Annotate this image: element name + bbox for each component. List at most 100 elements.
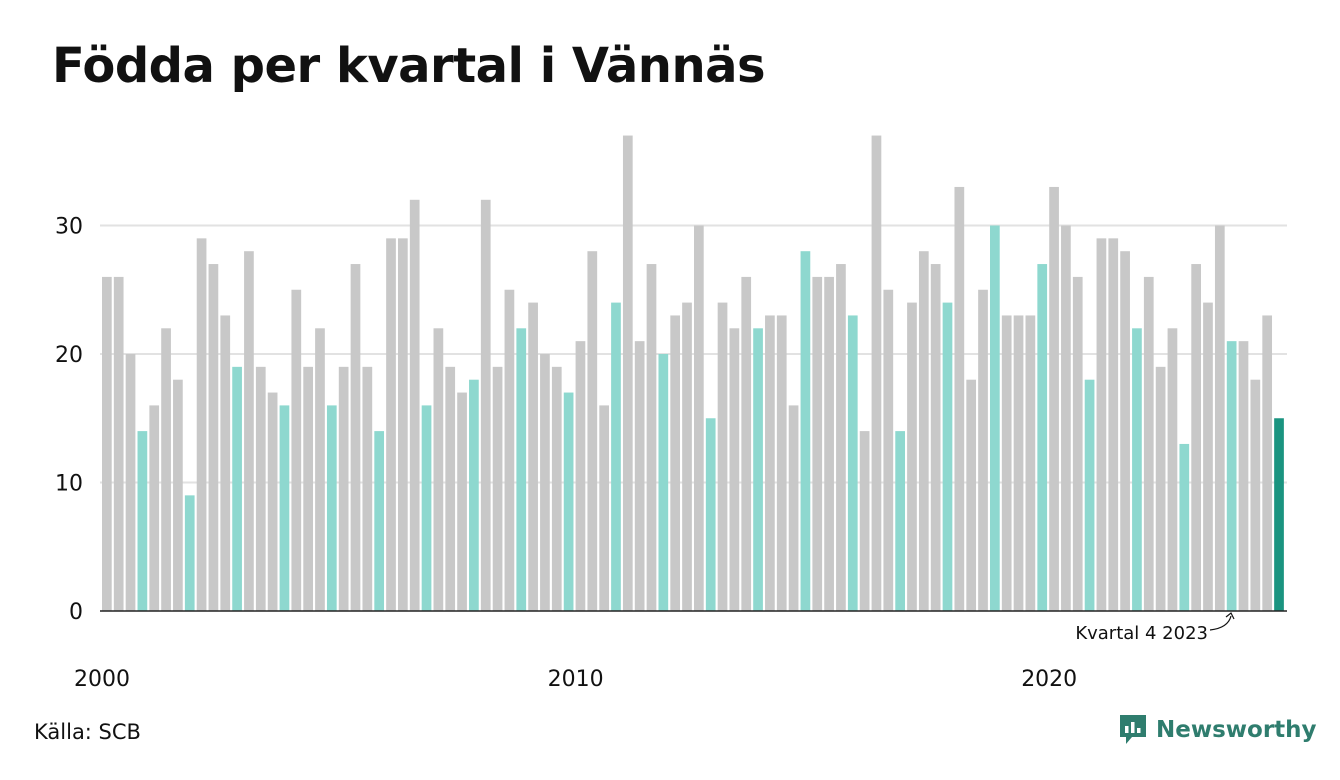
bar [279,405,290,611]
bar [563,392,574,611]
bar [1025,315,1036,611]
bar [457,392,467,611]
latest-annotation: Kvartal 4 2023 [1075,612,1235,644]
bar [741,276,752,611]
bar [350,264,361,611]
bar [540,354,550,611]
bar [267,392,278,611]
bar [800,251,811,611]
bar [326,405,337,611]
bar [1143,276,1154,611]
bar [1250,379,1261,611]
bar [196,238,207,611]
bar [220,315,231,611]
bar [551,366,562,611]
bar [1203,302,1213,611]
bar [113,276,124,611]
bar [528,302,538,611]
bar [516,328,527,611]
bar [622,135,633,612]
bar [788,405,799,611]
bar [990,225,1000,611]
bar [255,366,266,611]
bar [871,135,882,612]
bar [161,328,171,611]
bar [1214,225,1225,611]
bar [244,251,254,611]
bar [504,289,515,611]
bar [836,264,846,611]
bar [184,495,195,611]
bar [409,199,420,612]
bar [753,328,763,611]
bars [102,135,1284,612]
bar [480,199,491,612]
bar [1226,341,1237,611]
bar [149,405,160,611]
bar [232,366,242,611]
annotation-arrowhead [1225,612,1235,620]
newsworthy-logo-icon [1120,715,1146,744]
chart-title: Födda per kvartal i Vännäs [52,38,766,94]
bar [895,431,905,611]
annotation-label: Kvartal 4 2023 [1075,623,1208,644]
bar [942,302,953,611]
y-tick-label: 0 [69,600,83,625]
bar [1049,186,1059,611]
bar [137,431,148,611]
bar [907,302,917,611]
x-tick-label: 2020 [1021,667,1077,692]
bar [776,315,787,611]
bar [954,186,965,611]
bar [658,354,669,611]
bar [694,225,704,611]
bar [847,315,858,611]
bar [765,315,775,611]
bar [1262,315,1273,611]
bar [646,264,657,611]
bar [208,264,219,611]
bar [1120,251,1130,611]
y-tick-label: 10 [55,472,83,497]
bar [883,289,894,611]
bar [1096,238,1107,611]
x-tick-label: 2000 [74,667,130,692]
bar [398,238,408,611]
bar [1132,328,1142,611]
bar [315,328,325,611]
bar [1155,366,1166,611]
y-tick-label: 20 [55,343,83,368]
bar [930,264,941,611]
bar [670,315,681,611]
bar [421,405,432,611]
bar [1238,341,1249,611]
bar [575,341,586,611]
bar [1179,443,1190,611]
bar [303,366,313,611]
bar [291,289,302,611]
bar [173,379,183,611]
bar [682,302,692,611]
bar [1108,238,1119,611]
bar-chart: 0 10 20 30 2000 2010 2020 Kvartal 4 2023 [55,135,1287,692]
bar [634,341,645,611]
bar [587,251,598,611]
annotation-arrow [1209,615,1232,631]
bar [1084,379,1095,611]
bar [918,251,929,611]
bar [374,431,385,611]
brand-logo: Newsworthy [1118,713,1317,747]
bar [717,302,728,611]
bar [1013,315,1024,611]
bar [386,238,396,611]
bar [824,276,834,611]
bar [812,276,823,611]
bar [125,354,136,611]
bar [1072,276,1083,611]
bar [705,418,716,611]
bar [729,328,740,611]
bar [1001,315,1012,611]
y-tick-labels: 0 10 20 30 [55,215,83,626]
bar [1274,418,1284,611]
bar [469,379,479,611]
